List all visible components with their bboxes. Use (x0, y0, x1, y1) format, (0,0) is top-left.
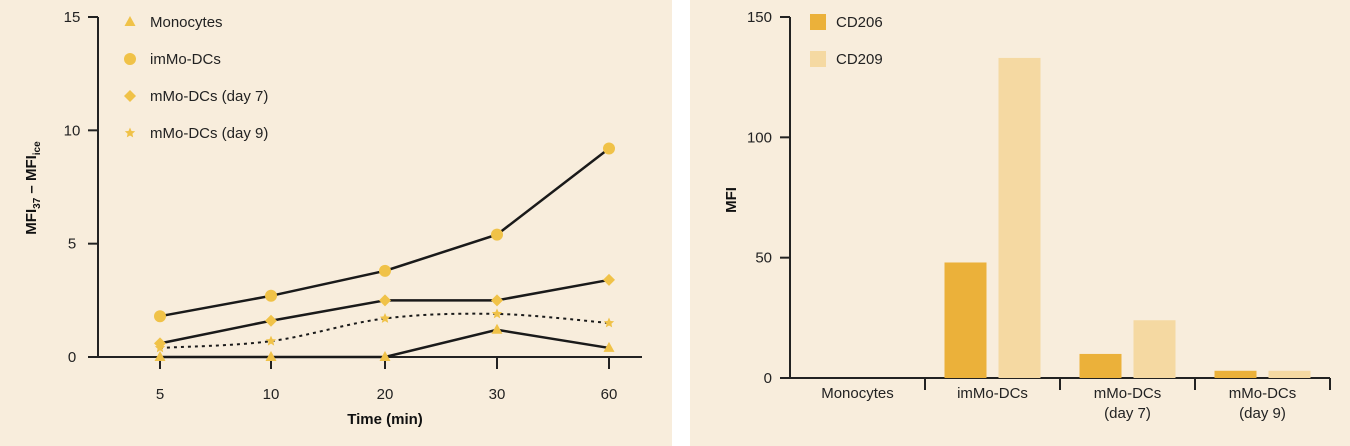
y-tick-label: 150 (747, 9, 772, 26)
legend-swatch (810, 14, 826, 30)
legend-marker (124, 16, 136, 26)
data-point (265, 289, 277, 302)
series-monocytes (154, 323, 615, 361)
legend: CD206 CD209 (810, 14, 883, 68)
y-axis-label: MFI (723, 187, 740, 213)
bar-cd206 (1214, 370, 1257, 378)
data-point (379, 264, 391, 277)
y-tick-label: 15 (64, 9, 81, 26)
x-tick-label: 20 (377, 386, 394, 403)
data-point (154, 351, 166, 361)
bar-cd206 (1079, 353, 1122, 378)
legend-marker (124, 53, 136, 65)
data-point (603, 273, 615, 286)
line-chart: 0 5 10 15 5 10 20 30 60 Time (min) MFI37 – MFIice M… (23, 9, 642, 428)
x-tick-label: 30 (489, 386, 506, 403)
y-tick-label: 5 (68, 236, 76, 253)
data-point (491, 228, 503, 241)
x-tick-label: mMo-DCs (day 7) (1094, 385, 1162, 422)
legend-label: mMo-DCs (day 9) (150, 125, 268, 142)
x-tick-label: 60 (601, 386, 618, 403)
data-point (603, 317, 615, 328)
y-tick-label: 100 (747, 129, 772, 146)
data-point (265, 335, 277, 346)
bar-chart: 0 50 100 150 MFI Monocytes imMo-DCs mMo-DCs (day… (723, 9, 1331, 422)
legend-label: CD206 (836, 14, 883, 31)
y-tick-label: 0 (68, 349, 76, 366)
x-tick-label: imMo-DCs (957, 385, 1028, 402)
legend-marker (124, 127, 136, 138)
data-point (379, 351, 391, 361)
line-chart-panel: 0 5 10 15 5 10 20 30 60 Time (min) MFI37 – MFIice M… (0, 0, 672, 446)
legend-label: mMo-DCs (day 7) (150, 88, 268, 105)
data-point (379, 294, 391, 307)
series-mmo-dcs-day-9- (154, 308, 615, 353)
series-immo-dcs (154, 142, 615, 323)
legend-label: Monocytes (150, 14, 223, 31)
data-point (603, 341, 615, 352)
x-axis-label: Time (min) (347, 411, 423, 428)
data-point (154, 310, 166, 323)
bar-cd209 (1268, 370, 1311, 378)
y-axis-label: MFI37 – MFIice (23, 141, 43, 235)
x-tick-label: mMo-DCs (day 9) (1229, 385, 1297, 422)
data-point (265, 314, 277, 327)
legend-swatch (810, 51, 826, 67)
bar-cd209 (998, 57, 1041, 379)
data-point (491, 323, 503, 334)
x-tick-label: Monocytes (821, 385, 894, 402)
bar-cd209 (1133, 320, 1176, 378)
data-point (265, 351, 277, 361)
x-tick-label: 5 (156, 386, 164, 403)
data-point (154, 342, 166, 353)
y-tick-label: 10 (64, 122, 81, 139)
data-point (491, 308, 503, 319)
data-point (491, 294, 503, 307)
data-point (603, 142, 615, 155)
legend-marker (124, 90, 136, 102)
legend-label: imMo-DCs (150, 51, 221, 68)
legend-label: CD209 (836, 51, 883, 68)
x-tick-label: 10 (263, 386, 280, 403)
y-tick-label: 50 (755, 250, 772, 267)
data-point (379, 313, 391, 323)
series-line (159, 278, 610, 345)
bar-chart-panel: 0 50 100 150 MFI Monocytes imMo-DCs mMo-DCs (day… (690, 0, 1350, 446)
y-tick-label: 0 (764, 370, 772, 387)
bar-cd206 (944, 262, 987, 378)
legend: Monocytes imMo-DCs mMo-DCs (day 7) mMo-DCs … (124, 14, 268, 142)
